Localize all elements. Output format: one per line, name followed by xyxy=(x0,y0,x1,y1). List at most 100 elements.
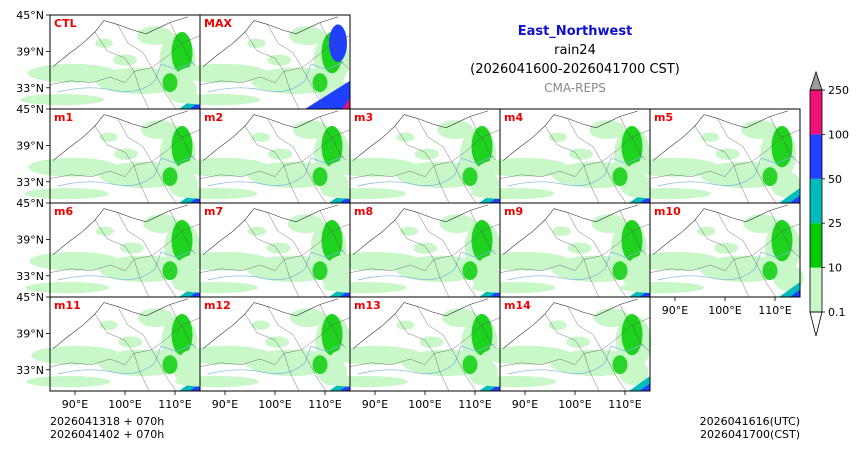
heavy-rain-area xyxy=(779,281,800,297)
map-panel-m1: m1 xyxy=(24,108,201,204)
lat-tick-label: 45°N xyxy=(16,291,44,304)
moderate-rain-area xyxy=(312,355,328,375)
lon-tick-label: 100°E xyxy=(558,398,591,411)
map-panel-m11: m11 xyxy=(26,296,205,392)
river-line xyxy=(57,155,195,187)
province-border xyxy=(169,304,201,352)
light-rain-area xyxy=(181,345,272,365)
heavy-rain-area xyxy=(629,187,650,203)
member-label: m8 xyxy=(354,205,373,218)
init-time: 2026041318 + 070h 2026041402 + 070h xyxy=(50,415,164,441)
colorbar-min-extension xyxy=(809,311,823,337)
member-label: m6 xyxy=(54,205,73,218)
moderate-rain-area xyxy=(462,167,478,187)
lon-tick-label: 100°E xyxy=(108,398,141,411)
river-line xyxy=(507,155,645,187)
light-rain-area xyxy=(119,242,144,254)
map-panel-m3: m3 xyxy=(322,108,501,204)
province-border xyxy=(267,212,327,298)
moderate-rain-area xyxy=(162,167,178,187)
member-label: m4 xyxy=(504,111,523,124)
province-border xyxy=(469,116,501,164)
light-rain-area xyxy=(25,282,110,294)
light-rain-area xyxy=(99,320,118,330)
moderate-rain-area xyxy=(612,261,628,281)
map-panel-m7: m7 xyxy=(174,202,352,298)
province-border xyxy=(244,125,300,204)
province-border xyxy=(433,129,501,166)
light-rain-area xyxy=(251,320,270,330)
province-border xyxy=(94,31,150,110)
river-line xyxy=(57,249,195,281)
province-border xyxy=(694,125,750,204)
map-panel-m6: m6 xyxy=(25,202,202,298)
moderate-rain-area xyxy=(162,261,178,281)
colorbar-tick-label: 25 xyxy=(828,217,842,230)
province-border xyxy=(417,306,477,392)
national-border xyxy=(202,298,339,349)
light-rain-area xyxy=(328,157,419,177)
light-rain-area xyxy=(24,188,109,200)
light-rain-area xyxy=(113,148,138,160)
map-panel-m14: m14 xyxy=(472,296,652,392)
lon-tick-label: 90°E xyxy=(62,398,88,411)
province-border xyxy=(394,125,450,204)
moderate-rain-area xyxy=(312,261,328,281)
province-border xyxy=(199,165,285,179)
moderate-rain-area xyxy=(621,313,643,356)
heavy-rain-area xyxy=(479,375,500,391)
moderate-rain-area xyxy=(171,31,193,74)
province-border xyxy=(649,259,735,273)
light-rain-area xyxy=(95,226,114,236)
province-border xyxy=(267,24,327,110)
lon-tick-label: 90°E xyxy=(212,398,238,411)
moderate-rain-area xyxy=(612,355,628,375)
province-border xyxy=(319,304,351,352)
heavy-rain-area xyxy=(629,281,650,297)
init-cst: 2026041402 + 070h xyxy=(50,428,165,441)
province-border xyxy=(694,219,750,298)
province-border xyxy=(319,210,351,258)
light-rain-area xyxy=(248,226,266,236)
lon-tick-label: 110°E xyxy=(308,398,341,411)
province-border xyxy=(499,259,585,273)
national-border xyxy=(652,110,789,161)
heavy-rain-area xyxy=(779,187,800,203)
national-border xyxy=(352,110,489,161)
colorbar: 0.1 10 25 50 100 250 xyxy=(809,70,849,337)
member-label: m3 xyxy=(354,111,373,124)
lat-tick-label: 33°N xyxy=(16,176,44,189)
province-border xyxy=(394,219,450,298)
lat-tick-label: 39°N xyxy=(16,233,44,246)
moderate-rain-area xyxy=(312,73,328,93)
map-panel-ctl: CTL xyxy=(20,14,201,110)
map-panel-max: MAX xyxy=(176,14,351,110)
province-border xyxy=(469,210,501,258)
national-border xyxy=(202,110,339,161)
province-border xyxy=(417,118,477,204)
light-rain-area xyxy=(27,63,118,83)
heavy-rain-area xyxy=(479,187,500,203)
province-border xyxy=(199,353,285,367)
light-rain-area xyxy=(95,38,113,48)
light-rain-area xyxy=(174,376,259,388)
heavy-rain-area xyxy=(179,187,200,203)
very-heavy-rain-area xyxy=(329,24,347,62)
province-border xyxy=(349,259,435,273)
light-rain-area xyxy=(322,282,407,294)
light-rain-area xyxy=(439,214,476,234)
province-border xyxy=(349,165,435,179)
province-border xyxy=(433,317,501,354)
moderate-rain-area xyxy=(471,219,493,262)
province-border xyxy=(583,129,651,166)
province-border xyxy=(244,31,300,110)
member-label: m13 xyxy=(354,299,381,312)
map-panel-m5: m5 xyxy=(626,108,801,204)
moderate-rain-area xyxy=(462,261,478,281)
light-rain-area xyxy=(176,94,261,106)
national-border xyxy=(52,204,189,255)
province-border xyxy=(733,129,801,166)
moderate-rain-area xyxy=(171,219,193,262)
province-border xyxy=(117,118,177,204)
